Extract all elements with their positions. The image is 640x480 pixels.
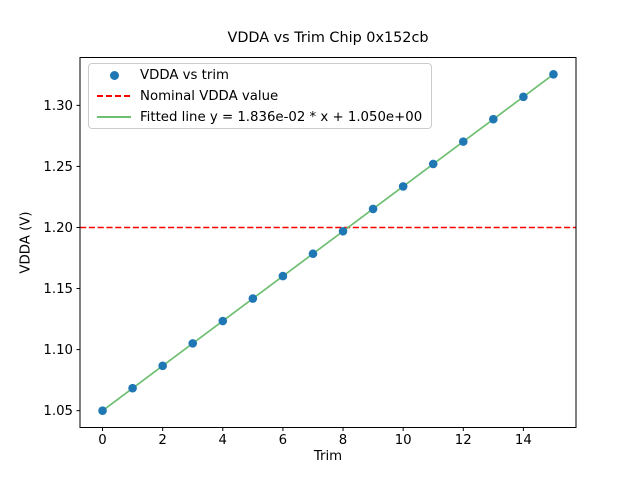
x-axis-label: Trim [313, 449, 343, 464]
y-tick-label: 1.05 [43, 404, 73, 419]
x-tick-label: 8 [339, 433, 347, 448]
x-tick-label: 0 [98, 433, 106, 448]
dashed-line-icon [97, 95, 131, 97]
scatter-point [398, 182, 408, 191]
scatter-point [218, 316, 228, 326]
x-tick-label: 10 [395, 433, 412, 448]
y-tick-label: 1.25 [43, 160, 73, 175]
scatter-point [458, 137, 468, 146]
scatter-point [188, 339, 198, 348]
scatter-marker-icon [97, 70, 131, 80]
scatter-point [158, 361, 167, 371]
x-tick-label: 12 [455, 433, 472, 448]
legend-label-nominal: Nominal VDDA value [140, 88, 279, 104]
solid-line-icon [97, 116, 131, 118]
scatter-point [308, 249, 318, 259]
legend-item-fitted: Fitted line y = 1.836e-02 * x + 1.050e+0… [89, 107, 431, 128]
x-tick-label: 4 [219, 433, 227, 448]
y-tick-label: 1.30 [43, 99, 73, 114]
x-tick-label: 6 [279, 433, 287, 448]
legend-label-fitted: Fitted line y = 1.836e-02 * x + 1.050e+0… [140, 109, 423, 125]
x-tick-label: 14 [515, 433, 532, 448]
scatter-point [248, 294, 258, 303]
scatter-point [368, 204, 378, 214]
axes-frame [79, 57, 577, 428]
scatter-point [98, 406, 107, 415]
legend-item-scatter: VDDA vs trim [89, 65, 431, 86]
scatter-point [489, 114, 498, 124]
scatter-point [549, 70, 558, 79]
legend-label-scatter: VDDA vs trim [140, 67, 230, 83]
legend-item-nominal: Nominal VDDA value [89, 86, 431, 107]
legend: VDDA vs trim Nominal VDDA value Fitted l… [88, 63, 432, 129]
scatter-point [519, 92, 528, 102]
scatter-point [428, 159, 438, 169]
y-tick-label: 1.15 [43, 282, 73, 297]
y-axis-label: VDDA (V) [18, 211, 34, 274]
scatter-point [128, 383, 137, 393]
chart-title: VDDA vs Trim Chip 0x152cb [227, 30, 429, 46]
y-tick-label: 1.10 [43, 343, 73, 358]
scatter-point [278, 271, 288, 281]
y-tick-label: 1.20 [43, 221, 73, 236]
x-tick-label: 2 [158, 433, 166, 448]
fitted-line [102, 73, 554, 412]
scatter-point [338, 226, 348, 236]
